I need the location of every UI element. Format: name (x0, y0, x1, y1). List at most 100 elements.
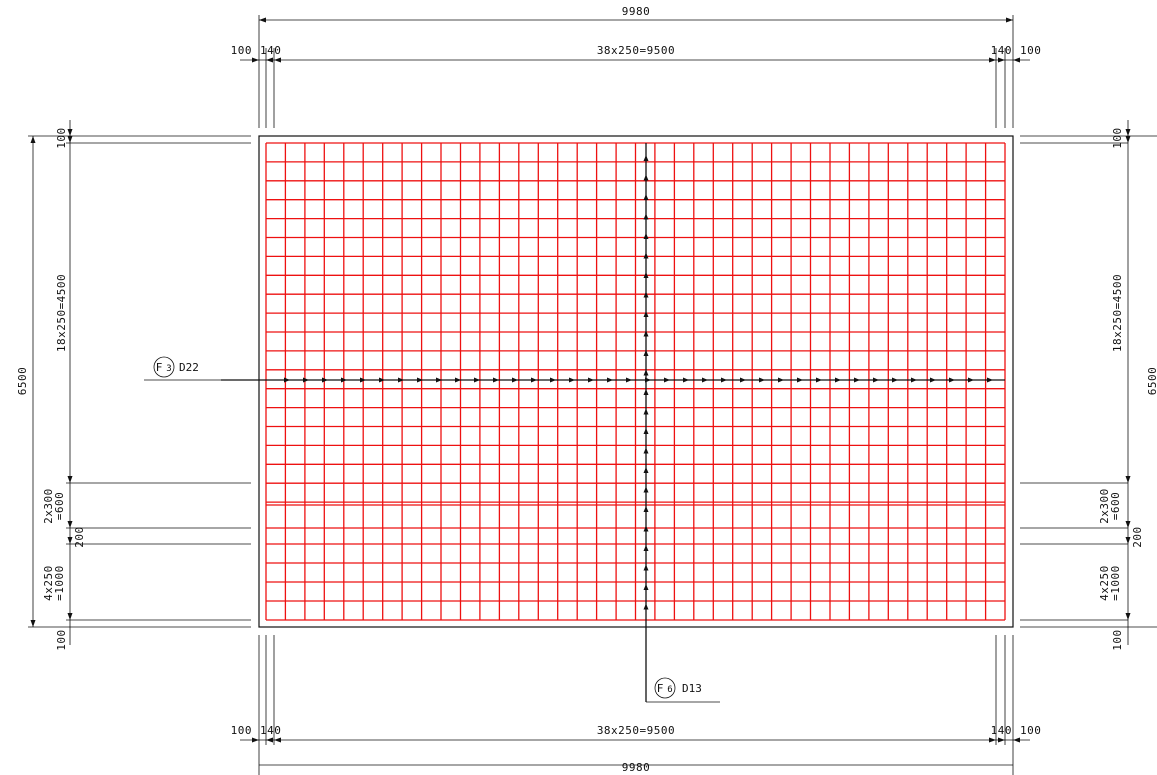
dimension-arrowhead (274, 737, 281, 743)
dimension-arrowhead (67, 521, 73, 528)
bar-arrowhead (284, 377, 290, 383)
bar-arrowhead (643, 428, 649, 434)
dim-total-width-top: 9980 (622, 5, 651, 18)
bar-arrowhead (968, 377, 974, 383)
bar-arrowhead (643, 213, 649, 220)
bar-arrowhead (643, 291, 649, 298)
bar-mark-index: 6 (667, 685, 672, 695)
bar-arrowhead (643, 194, 649, 200)
bar-arrowhead (643, 564, 649, 571)
dim-gap-right: 200 (1131, 526, 1144, 547)
dimension-arrowhead (1013, 57, 1020, 63)
bar-mark-letter: F (657, 682, 664, 695)
dimension-arrowhead (266, 57, 273, 63)
dim-span-bottom: 38x250=9500 (597, 724, 675, 737)
dim-span-top: 38x250=9500 (597, 44, 675, 57)
bar-arrowhead (607, 377, 613, 383)
bar-arrowhead (643, 330, 649, 337)
bar-arrowhead (550, 377, 556, 383)
bar-arrowhead (643, 408, 649, 415)
dimension-arrowhead (998, 737, 1005, 743)
bar-arrowhead (569, 377, 575, 383)
bar-arrowhead (797, 377, 803, 383)
bar-arrowhead (702, 377, 708, 383)
bar-mark-index: 3 (166, 364, 171, 374)
bar-arrowhead (987, 377, 993, 383)
dim-bottom-cover-left: 100 (55, 629, 68, 650)
bar-arrowhead (643, 584, 649, 590)
bar-arrowhead (417, 377, 423, 383)
bar-arrowhead (398, 377, 404, 383)
extension-lines (28, 15, 1157, 775)
dim-cover-right-bottom: 100 (1020, 724, 1041, 737)
bar-arrowhead (835, 377, 841, 383)
dim-total-width-bottom: 9980 (622, 761, 651, 774)
bar-mark-letter: F (156, 361, 163, 374)
dimension-arrowhead (252, 57, 259, 63)
dimension-arrowhead (259, 17, 266, 23)
bar-arrowhead (643, 350, 649, 356)
dimension-arrowhead (266, 737, 273, 743)
dim-cover-left-top: 100 (231, 44, 252, 57)
bar-arrowhead (816, 377, 822, 383)
dimension-arrowhead (989, 57, 996, 63)
bar-arrowhead (512, 377, 518, 383)
dimension-arrowhead (1013, 737, 1020, 743)
dimension-arrowhead (30, 136, 36, 143)
bar-arrowhead (721, 377, 727, 383)
slab-outline (258, 135, 1014, 628)
horizontal-bar-label: F 3 D22 (144, 356, 221, 381)
dimension-arrowhead (67, 476, 73, 483)
bar-size-label: D22 (179, 361, 199, 374)
bar-arrowhead (531, 377, 537, 383)
bar-arrowhead (643, 525, 649, 532)
dim-bottom-cover-right: 100 (1111, 629, 1124, 650)
dimension-arrowhead (1125, 129, 1131, 136)
bar-arrowhead (436, 377, 442, 383)
bar-arrowhead (892, 377, 898, 383)
dim-lower-span-right-a: 4x250 (1098, 565, 1111, 601)
bar-arrowhead (322, 377, 328, 383)
dim-lower-span-left-a: 4x250 (42, 565, 55, 601)
bar-arrowhead (643, 506, 649, 512)
bar-arrowhead (643, 447, 649, 454)
bar-arrowhead (911, 377, 917, 383)
dim-edge-right-top: 140 (991, 44, 1012, 57)
dimension-arrowhead (1125, 476, 1131, 483)
dim-top-cover-right: 100 (1111, 127, 1124, 148)
dim-mid-span-left-a: 2x300 (42, 488, 55, 524)
dim-edge-left-top: 140 (260, 44, 281, 57)
bar-size-label: D13 (682, 682, 702, 695)
bar-arrowhead (643, 545, 649, 551)
dim-edge-right-bottom: 140 (991, 724, 1012, 737)
bar-arrowhead (930, 377, 936, 383)
dimension-arrowhead (1125, 136, 1131, 143)
bar-arrowhead (643, 252, 649, 259)
bar-arrowhead (493, 377, 499, 383)
dimension-arrowhead (252, 737, 259, 743)
bar-arrowhead (645, 377, 651, 383)
dim-upper-span-right: 18x250=4500 (1111, 274, 1124, 352)
bar-arrowhead (643, 486, 649, 493)
bar-arrowhead (949, 377, 955, 383)
dim-total-height-left: 6500 (16, 367, 29, 396)
bar-arrowhead (360, 377, 366, 383)
bar-arrowhead (664, 377, 670, 383)
bar-arrowhead (379, 377, 385, 383)
rebar-mesh (265, 142, 1006, 621)
dim-edge-left-bottom: 140 (260, 724, 281, 737)
bar-arrowhead (759, 377, 765, 383)
dimension-arrowhead (989, 737, 996, 743)
bar-arrowhead (474, 377, 480, 383)
bar-arrowhead (588, 377, 594, 383)
bar-arrowhead (643, 389, 649, 395)
dimension-arrowhead (67, 537, 73, 544)
bar-arrowhead (643, 174, 649, 181)
bar-arrowhead (643, 467, 649, 473)
dim-lower-span-left-b: =1000 (53, 565, 66, 601)
bar-arrowhead (778, 377, 784, 383)
dimension-arrowhead (1125, 537, 1131, 544)
dim-mid-span-left-b: =600 (53, 492, 66, 521)
dimension-arrowhead (67, 136, 73, 143)
dimension-arrowhead (30, 620, 36, 627)
